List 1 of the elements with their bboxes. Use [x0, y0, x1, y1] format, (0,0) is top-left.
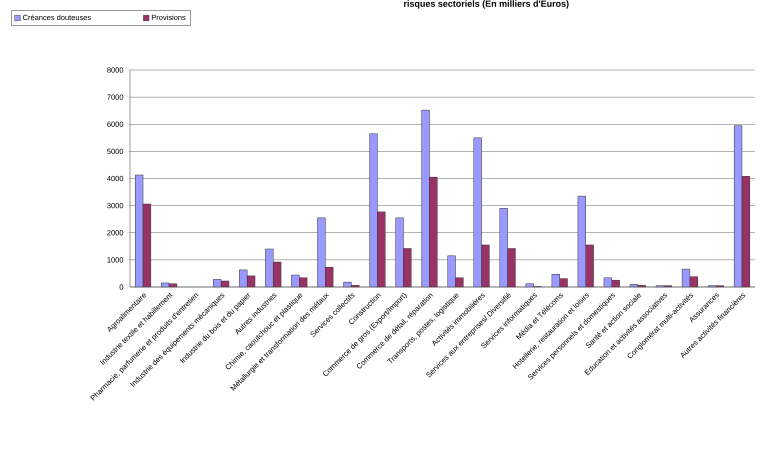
chart-title: risques sectoriels (En milliers d'Euros): [404, 0, 569, 9]
